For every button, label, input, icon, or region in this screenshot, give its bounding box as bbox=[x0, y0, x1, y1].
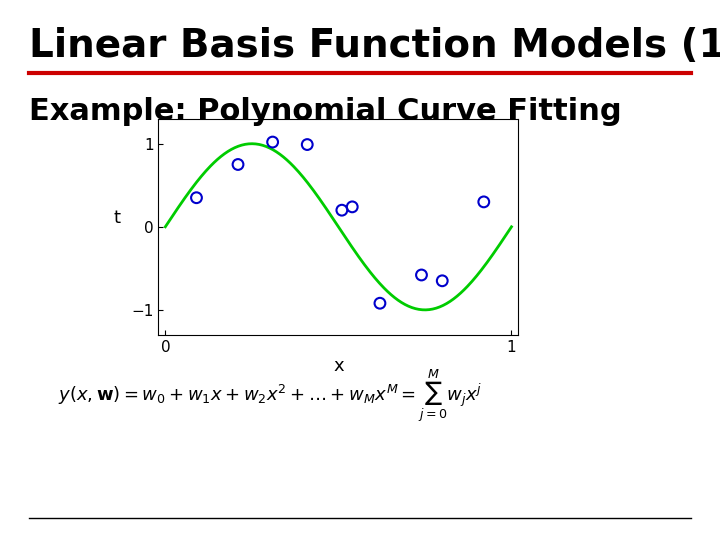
Text: $y(x, \mathbf{w}) = w_0 + w_1 x + w_2 x^2 + \ldots + w_M x^M = \sum_{j=0}^{M} w_: $y(x, \mathbf{w}) = w_0 + w_1 x + w_2 x^… bbox=[58, 367, 482, 424]
Text: Linear Basis Function Models (1): Linear Basis Function Models (1) bbox=[29, 27, 720, 65]
Point bbox=[436, 276, 448, 285]
Point bbox=[346, 202, 358, 211]
Text: Example: Polynomial Curve Fitting: Example: Polynomial Curve Fitting bbox=[29, 97, 621, 126]
Point bbox=[267, 138, 279, 146]
Point bbox=[374, 299, 386, 308]
Point bbox=[415, 271, 427, 279]
Point bbox=[191, 193, 202, 202]
Y-axis label: t: t bbox=[114, 209, 121, 227]
Point bbox=[302, 140, 313, 149]
X-axis label: x: x bbox=[333, 357, 343, 375]
Point bbox=[336, 206, 348, 214]
Point bbox=[478, 198, 490, 206]
Point bbox=[233, 160, 244, 169]
